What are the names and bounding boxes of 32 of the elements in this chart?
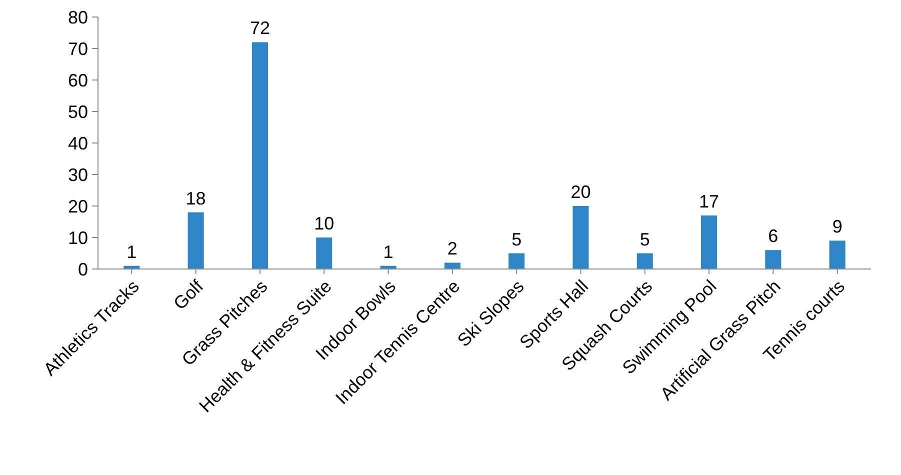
bar	[636, 253, 653, 269]
bar	[508, 253, 525, 269]
y-tick-label: 70	[68, 38, 88, 59]
bar	[188, 212, 204, 269]
y-tick-label: 50	[68, 102, 88, 122]
bar	[765, 250, 782, 269]
bar	[572, 206, 589, 269]
data-label: 72	[250, 18, 270, 38]
y-tick-label: 10	[68, 228, 88, 248]
bar	[444, 262, 460, 269]
data-label: 1	[126, 242, 137, 262]
data-label: 17	[699, 191, 720, 212]
y-tick-label: 20	[68, 196, 88, 216]
y-tick-label: 0	[78, 259, 88, 280]
data-label: 5	[640, 229, 650, 250]
bar	[252, 42, 268, 269]
data-label: 20	[570, 182, 591, 202]
y-tick-label: 80	[68, 7, 88, 28]
data-label: 6	[768, 226, 778, 246]
y-tick-label: 60	[68, 70, 88, 90]
data-label: 18	[186, 188, 206, 208]
x-tick-label: Golf	[170, 275, 208, 314]
y-tick-label: 30	[68, 164, 88, 185]
data-label: 10	[314, 214, 334, 234]
data-label: 5	[512, 229, 522, 250]
data-label: 9	[832, 216, 842, 237]
y-tick-label: 40	[68, 133, 88, 154]
data-label: 2	[447, 238, 458, 259]
data-label: 1	[383, 242, 394, 262]
bar	[316, 238, 332, 269]
bar	[701, 215, 718, 269]
bar	[829, 240, 846, 269]
